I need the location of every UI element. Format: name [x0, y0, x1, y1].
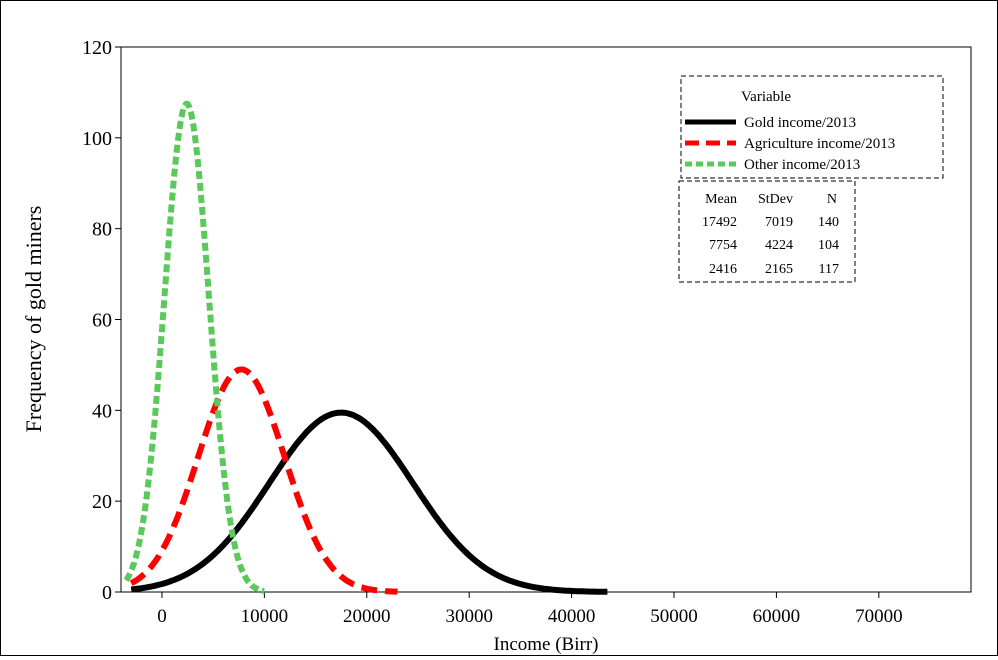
y-axis-label: Frequency of gold miners [21, 206, 46, 433]
stats-cell: 104 [818, 238, 839, 253]
x-tick-label: 30000 [445, 606, 493, 627]
stats-cell: 7019 [765, 215, 793, 230]
y-axis: 0 20 40 60 80 100 120 [82, 37, 121, 604]
y-tick-label: 80 [92, 219, 112, 241]
y-tick-label: 20 [92, 491, 112, 513]
x-tick-label: 70000 [855, 606, 903, 627]
series-line-gold [129, 409, 609, 595]
stats-table-box [678, 180, 856, 283]
x-tick-label: 10000 [241, 606, 289, 627]
stats-header-stdev: StDev [758, 192, 793, 207]
legend-entry-gold: Gold income/2013 [744, 115, 856, 131]
series-line-agriculture [129, 366, 400, 595]
x-tick-label: 20000 [343, 606, 391, 627]
x-tick-label: 0 [157, 606, 167, 627]
y-tick-label: 40 [92, 400, 112, 422]
x-tick-label: 60000 [753, 606, 801, 627]
stats-cell: 2416 [709, 262, 737, 277]
y-tick-label: 120 [82, 37, 112, 59]
legend-box [680, 75, 944, 179]
series-curves [123, 100, 609, 595]
stats-header-n: N [827, 192, 837, 207]
stats-cell: 140 [818, 215, 839, 230]
series-line-other [123, 100, 267, 594]
stats-cell: 7754 [709, 238, 737, 253]
stats-cell: 17492 [702, 215, 737, 230]
y-tick-label: 0 [102, 582, 112, 604]
legend: Variable Gold income/2013 Agriculture in… [680, 75, 944, 179]
stats-header-mean: Mean [705, 192, 737, 207]
stats-table: Mean StDev N 17492 7019 140 7754 4224 10… [678, 180, 856, 283]
x-tick-label: 50000 [650, 606, 698, 627]
x-tick-label: 40000 [548, 606, 596, 627]
y-tick-label: 100 [82, 128, 112, 150]
stats-cell: 2165 [765, 262, 793, 277]
legend-title: Variable [741, 89, 791, 105]
x-axis: 0 10000 20000 30000 40000 50000 60000 70000 [157, 592, 903, 627]
legend-entry-other: Other income/2013 [744, 157, 860, 173]
legend-entry-agriculture: Agriculture income/2013 [744, 136, 895, 152]
stats-cell: 4224 [765, 238, 793, 253]
y-tick-label: 60 [92, 310, 112, 332]
stats-cell: 117 [819, 262, 839, 277]
x-axis-label: Income (Birr) [494, 634, 599, 655]
